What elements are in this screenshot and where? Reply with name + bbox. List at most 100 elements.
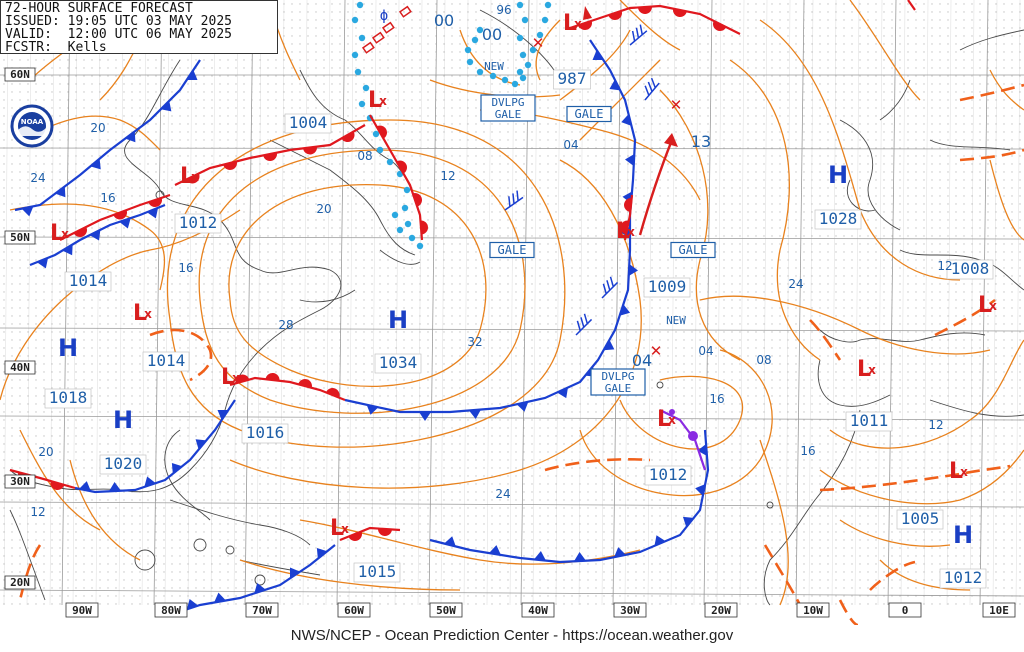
minor-meridian xyxy=(808,0,814,606)
cold-front-triangle xyxy=(625,154,635,166)
isobar-line xyxy=(9,203,166,291)
warm-front-bump xyxy=(624,198,632,212)
ice-edge-dot xyxy=(416,242,424,250)
meridian-line xyxy=(244,0,254,606)
low-center-mark: x xyxy=(868,363,876,377)
warm-front-bump xyxy=(113,210,127,220)
isobar-line xyxy=(729,59,821,361)
phi-symbol: ϕ xyxy=(380,8,388,24)
cold-front-triangle xyxy=(254,582,266,594)
meridian-line xyxy=(979,0,989,606)
isobar-line xyxy=(849,0,921,101)
high-pressure-value: 1028 xyxy=(819,209,858,228)
wind-barb-icon xyxy=(629,24,648,46)
wind-barb-icon xyxy=(601,276,619,299)
minor-meridian xyxy=(693,0,699,606)
cold-front-triangle xyxy=(62,244,73,256)
cold-front-triangle xyxy=(195,439,207,450)
ice-edge-dot xyxy=(471,36,479,44)
low-center-letter: L xyxy=(133,301,147,326)
minor-meridian xyxy=(26,0,32,606)
high-center-letter: H xyxy=(58,334,78,362)
gale-warning-text: DVLPG xyxy=(491,96,524,109)
cold-front-triangle xyxy=(316,547,328,559)
gale-warning-box xyxy=(670,241,716,259)
ice-edge-dot xyxy=(351,51,359,59)
cold-front-triangle xyxy=(614,547,626,558)
cold-front-triangle xyxy=(36,257,49,269)
cold-front-triangle xyxy=(119,218,131,229)
warm-front-bump xyxy=(223,161,237,170)
wind-barb-flag xyxy=(639,24,643,35)
parallel-line xyxy=(0,236,1024,240)
lat-label-box xyxy=(4,230,36,245)
low-center-mark: x xyxy=(341,522,349,536)
low-pressure-value-box xyxy=(142,351,190,372)
ice-edge-dot xyxy=(372,130,380,138)
minor-meridian xyxy=(394,0,400,606)
high-pressure-value-box xyxy=(44,388,92,409)
wind-barb-flag xyxy=(644,85,650,96)
trough-line xyxy=(869,560,916,591)
low-center-letter: L xyxy=(857,357,871,382)
isobar-line xyxy=(619,0,681,51)
cold-front-triangle xyxy=(366,404,379,415)
cold-front-triangle xyxy=(146,207,159,219)
trough-line xyxy=(763,544,802,606)
ice-berg-marker xyxy=(361,41,375,54)
minor-meridian xyxy=(440,0,446,606)
isobar-value: 12 xyxy=(30,505,45,519)
cold-front-triangle xyxy=(214,592,226,603)
wind-barb-icon xyxy=(504,190,524,211)
lon-label-box xyxy=(796,602,830,618)
minor-meridian xyxy=(3,0,9,606)
isobar-line xyxy=(535,19,561,81)
minor-meridian xyxy=(371,0,377,606)
wind-barb-icon xyxy=(575,313,593,336)
cold-front-triangle xyxy=(144,476,156,487)
island xyxy=(656,381,664,389)
minor-meridian xyxy=(72,0,78,606)
high-pressure-value: 1034 xyxy=(379,353,418,372)
high-center-letter: H xyxy=(388,306,408,334)
high-pressure-value: 1012 xyxy=(944,568,983,587)
minor-meridian xyxy=(279,0,285,606)
isobar-line xyxy=(229,159,642,489)
minor-meridian xyxy=(1015,0,1021,606)
lon-label-box xyxy=(982,602,1016,618)
low-center-letter: L xyxy=(221,365,235,390)
wind-barb-staff xyxy=(644,82,660,101)
cold-front-triangle xyxy=(90,158,101,170)
map-labels: 1034 1028 1018 1020 1012 1004 1012 1014 1014 1016… xyxy=(30,3,994,589)
low-pressure-value: 1005 xyxy=(901,509,940,528)
isobar-line xyxy=(239,559,461,591)
cold-front-triangle xyxy=(89,229,101,241)
ice-edge-dot xyxy=(524,61,532,69)
minor-meridian xyxy=(325,0,331,606)
isobar-line xyxy=(759,439,789,606)
isobar-value: 04 xyxy=(698,344,713,358)
wind-barb-icon xyxy=(644,77,660,101)
meridian-line xyxy=(153,0,163,606)
isobar-value: 04 xyxy=(632,351,652,370)
low-pressure-value-box xyxy=(644,465,692,486)
warm-front-bump xyxy=(396,160,407,174)
lon-label: 40W xyxy=(528,604,548,617)
ice-edge-dot xyxy=(544,1,552,9)
isobar-value: 04 xyxy=(563,138,578,152)
high-center-letter: H xyxy=(113,406,133,434)
isobar-line xyxy=(198,149,526,414)
low-pressure-value: 1014 xyxy=(69,271,108,290)
cold-front-triangle xyxy=(217,410,229,420)
ice-edge-dot xyxy=(464,46,472,54)
ice-edge-dot xyxy=(529,46,537,54)
isobar-value: 20 xyxy=(316,202,331,216)
wind-barb-flag xyxy=(609,276,615,287)
minor-meridian xyxy=(118,0,124,606)
low-center-mark: x xyxy=(144,307,152,321)
lon-label: 20W xyxy=(711,604,731,617)
ice-edge-dot xyxy=(536,31,544,39)
wind-barb-flag xyxy=(650,77,656,89)
parallel-line xyxy=(0,147,1024,150)
coastline-segment xyxy=(847,179,876,212)
